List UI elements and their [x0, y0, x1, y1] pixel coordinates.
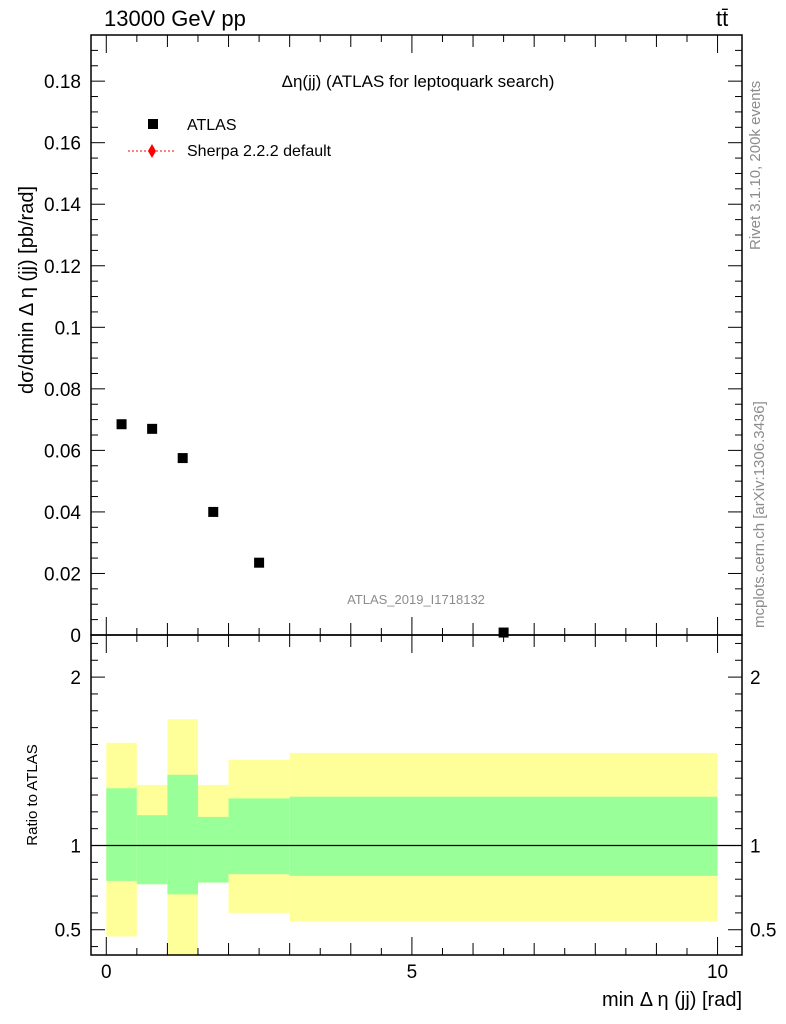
ratio-y-tick-label-right: 2 [750, 668, 761, 689]
mcplots-label: mcplots.cern.ch [arXiv:1306.3436] [751, 401, 768, 628]
ratio-x-ticks: 0 5 10 [101, 635, 728, 983]
ratio-panel: 0.5 0.5 1 1 2 2 0 5 10 Ratio to ATLAS min Δ η (… [24, 634, 776, 1011]
main-y-tick-label: 0.18 [44, 72, 81, 93]
ratio-uncertainty-bands [106, 719, 718, 955]
ratio-band-inner [228, 798, 290, 875]
x-tick-label: 5 [407, 962, 418, 983]
ratio-y-ticks: 0.5 0.5 1 1 2 2 [55, 642, 776, 948]
legend: ATLAS Sherpa 2.2.2 default [128, 117, 332, 160]
atlas-data-point [177, 453, 188, 464]
main-y-tick-label: 0.02 [44, 564, 81, 585]
legend-atlas-marker [148, 119, 158, 129]
legend-sherpa-marker [148, 144, 156, 158]
main-y-tick-label: 0.16 [44, 134, 81, 155]
atlas-data-point [147, 423, 158, 434]
ratio-y-tick-label-right: 0.5 [750, 921, 776, 942]
main-y-tick-label: 0.14 [44, 195, 81, 216]
main-chart-title: Δη(jj) (ATLAS for leptoquark search) [282, 72, 555, 91]
ratio-frame [90, 634, 743, 956]
x-tick-label: 10 [707, 962, 728, 983]
main-y-tick-label: 0.04 [44, 503, 81, 524]
atlas-data-point [254, 557, 265, 568]
ratio-band-inner [106, 788, 137, 881]
legend-sherpa-label: Sherpa 2.2.2 default [187, 143, 332, 160]
ratio-y-tick-label-left: 2 [70, 668, 81, 689]
main-y-axis-label: dσ/dmin Δ η (jj) [pb/rad] [16, 186, 38, 394]
analysis-watermark: ATLAS_2019_I1718132 [347, 592, 485, 607]
atlas-data-point [208, 506, 219, 517]
main-y-tick-label: 0.06 [44, 441, 81, 462]
atlas-data-point [498, 627, 509, 638]
ratio-band-inner [289, 796, 718, 876]
main-y-zero-label: 0 [70, 626, 81, 647]
main-y-tick-label: 0.12 [44, 257, 81, 278]
main-y-tick-label: 0.1 [55, 318, 81, 339]
ratio-y-tick-label-left: 0.5 [55, 921, 81, 942]
ratio-band-inner [136, 815, 168, 885]
atlas-data-points [116, 419, 509, 638]
header-right-label: tt̄ [716, 6, 729, 31]
x-axis-label: min Δ η (jj) [rad] [602, 989, 742, 1011]
ratio-band-inner [167, 774, 198, 895]
legend-atlas-label: ATLAS [187, 117, 237, 134]
header-left-label: 13000 GeV pp [104, 6, 246, 31]
ratio-y-tick-label-left: 1 [70, 837, 81, 858]
main-y-tick-label: 0.08 [44, 380, 81, 401]
x-tick-label: 0 [101, 962, 112, 983]
main-panel: Δη(jj) (ATLAS for leptoquark search) 0.0… [16, 34, 743, 647]
main-y-ticks: 0.02 0.04 0.06 0.08 0.1 0.12 0.14 0.16 0.18 [44, 49, 742, 621]
rivet-version-label: Rivet 3.1.10, 200k events [747, 81, 764, 250]
ratio-y-axis-label: Ratio to ATLAS [24, 744, 41, 845]
atlas-data-point [116, 419, 127, 430]
ratio-band-inner [197, 816, 229, 883]
ratio-y-tick-label-right: 1 [750, 837, 761, 858]
main-x-ticks [105, 35, 719, 635]
